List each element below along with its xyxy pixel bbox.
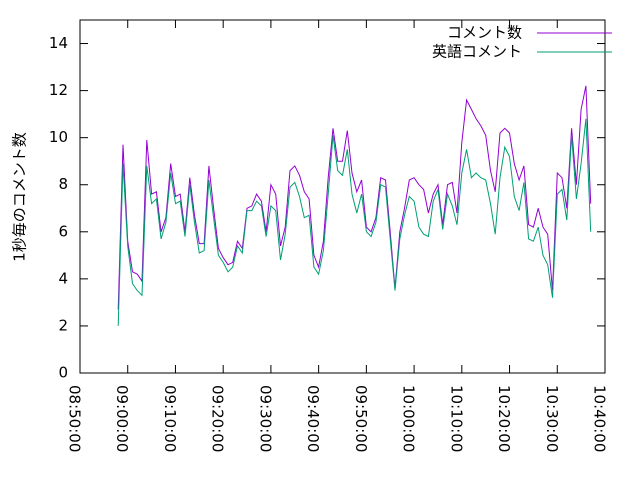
plot-frame [79,19,606,374]
legend-label: 英語コメント [432,43,522,61]
y-tick-label: 14 [49,34,68,52]
x-tick-label: 09:10:00 [161,385,179,452]
legend-label: コメント数 [447,24,522,42]
x-tick-label: 09:30:00 [256,385,274,452]
y-tick-label: 10 [49,128,68,146]
y-tick-label: 4 [58,269,68,287]
y-tick-label: 6 [58,222,68,240]
x-tick-label: 09:50:00 [352,385,370,452]
series-line [117,118,592,326]
x-tick-label: 09:20:00 [209,385,227,452]
y-tick-label: 0 [58,364,68,382]
series-line [117,85,592,310]
y-tick-label: 2 [58,316,68,334]
x-tick-label: 10:40:00 [591,385,609,452]
x-tick-label: 10:30:00 [543,385,561,452]
x-tick-label: 08:50:00 [66,385,84,452]
x-tick-label: 10:00:00 [400,385,418,452]
x-tick-label: 09:40:00 [304,385,322,452]
y-tick-label: 12 [49,81,68,99]
y-axis-label: 1秒毎のコメント数 [11,132,29,262]
x-tick-label: 10:10:00 [447,385,465,452]
x-tick-label: 09:00:00 [113,385,131,452]
x-tick-label: 10:20:00 [495,385,513,452]
y-tick-label: 8 [58,175,68,193]
